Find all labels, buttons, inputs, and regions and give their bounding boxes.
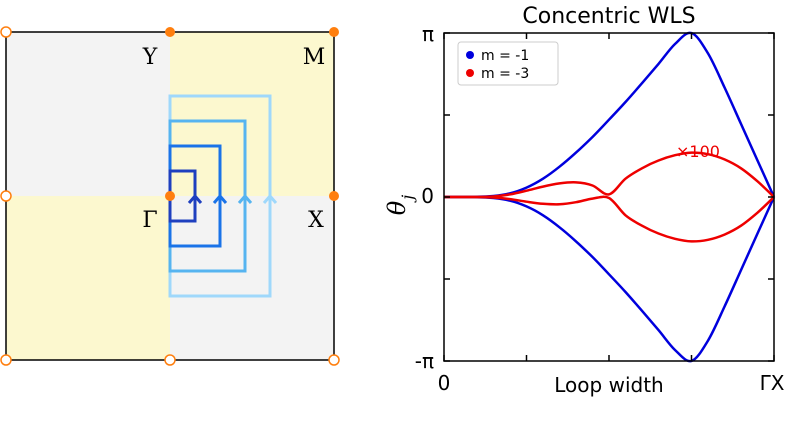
x-axis-label: Loop width [554,373,663,397]
legend: m = -1 m = -3 [457,41,559,86]
legend-marker-m-minus-3 [466,69,474,77]
x-tick-label-zero: 0 [438,371,451,395]
loop-3-arrow-icon [237,193,253,204]
y-tick-label-zero: 0 [421,184,434,208]
quadrant-bottom-right [170,196,334,360]
hollow-point-bottom-mid [164,354,176,366]
series-1-branch-0-line [443,151,775,199]
filled-point-top-right [329,27,339,37]
quadrant-bottom-left [6,196,170,360]
hollow-point-top-left [0,26,12,38]
y-axis-label: θj [383,195,417,215]
hollow-point-bottom-left [0,354,12,366]
legend-box [457,41,559,86]
hollow-point-mid-left [0,190,12,202]
y-axis-label-main: θ [383,200,411,215]
legend-marker-m-minus-1 [466,51,474,59]
brillouin-zone-panel: Y M Γ X [0,26,340,366]
label-y: Y [142,45,158,70]
legend-label-m-minus-3: m = -3 [481,66,529,82]
wilson-loop-chart: Concentric WLS π 0 -π 0 ΓX Loop width θj… [383,4,785,397]
y-axis-label-sub: j [398,195,417,203]
label-gamma: Γ [142,208,157,233]
loop-1-arrow-icon [187,193,203,204]
quadrant-top-right [170,32,334,196]
y-tick-label-pi: π [422,22,434,46]
chart-title: Concentric WLS [522,4,695,29]
axis-ticks [443,32,775,362]
scale-annotation: ×100 [676,142,720,161]
label-x: X [308,208,324,233]
filled-point-mid-right [329,191,339,201]
y-tick-label-minus-pi: -π [415,349,434,373]
series-layer [443,31,776,363]
label-m: M [303,45,326,70]
legend-label-m-minus-1: m = -1 [481,48,529,64]
filled-point-center [165,191,175,201]
hollow-point-bottom-right [328,354,340,366]
series-0-branch-1-line [444,195,776,363]
filled-point-top-mid [165,27,175,37]
x-tick-label-gamma-x: ΓX [760,371,785,395]
quadrant-top-left [6,32,170,196]
symmetry-points [0,26,340,366]
series-1-branch-1-line [443,195,775,243]
loop-4-arrow-icon [262,193,278,204]
loop-2-arrow-icon [212,193,228,204]
